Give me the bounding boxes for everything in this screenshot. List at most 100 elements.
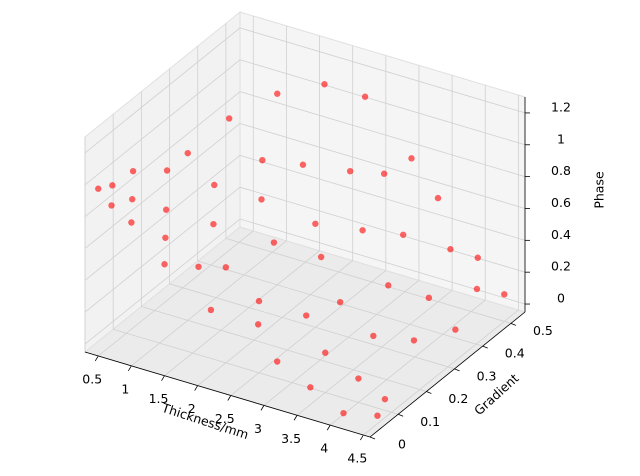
y-tick-label: 0.3: [477, 368, 497, 383]
data-point: [270, 239, 278, 246]
grid-line: [84, 218, 241, 345]
grid-line: [84, 123, 241, 249]
tick-mark: [227, 395, 232, 401]
grid-line: [329, 299, 486, 426]
data-point: [434, 194, 442, 202]
grid-line: [98, 230, 254, 357]
data-point: [184, 149, 191, 157]
data-point: [128, 219, 135, 226]
tick-mark: [161, 375, 165, 381]
data-point: [410, 337, 418, 344]
data-point: [501, 291, 508, 298]
data-point: [299, 161, 307, 168]
data-point: [211, 181, 218, 189]
tick-mark: [326, 424, 331, 431]
data-point: [474, 254, 481, 261]
data-point: [359, 227, 366, 234]
tick-mark: [194, 385, 199, 391]
data-point: [408, 155, 415, 162]
grid-line: [84, 91, 241, 217]
data-point: [312, 220, 319, 227]
grid-line: [169, 283, 455, 370]
data-point: [161, 261, 168, 268]
grid-line: [239, 59, 526, 146]
grid-line: [239, 27, 526, 114]
data-point: [307, 384, 314, 391]
data-point: [346, 167, 354, 175]
data-point: [317, 253, 325, 261]
data-point: [274, 358, 281, 365]
x-tick-label: 1.5: [149, 391, 169, 406]
grid-line: [239, 91, 526, 178]
data-point: [452, 326, 459, 333]
z-tick-label: 0.6: [551, 195, 571, 210]
tick-mark: [360, 434, 364, 441]
x-tick-label: 4: [320, 441, 328, 456]
z-tick-label: 0.2: [551, 259, 571, 274]
data-point: [370, 332, 377, 340]
z-tick-label: 0: [557, 291, 565, 306]
data-point: [207, 306, 215, 314]
x-tick-label: 1: [121, 381, 129, 396]
grid-line: [263, 280, 420, 406]
x-tick-label: 0.5: [82, 371, 102, 386]
grid-line: [363, 309, 519, 436]
z-tick-label: 0.4: [551, 227, 571, 242]
z-tick-label: 1: [557, 131, 565, 146]
x-axis-line: [84, 351, 371, 438]
x-tick-label: 2: [188, 401, 196, 416]
data-point: [259, 156, 266, 164]
y-tick-label: 0.1: [420, 414, 440, 429]
data-point: [380, 170, 388, 177]
x-tick-label: 2.5: [215, 411, 235, 426]
data-point: [109, 182, 116, 189]
z-tick-label: 1.2: [551, 99, 571, 114]
z-axis-label: Phase: [592, 171, 607, 209]
grid-line: [84, 186, 241, 313]
x-tick-label: 3: [254, 421, 262, 436]
grid-line: [84, 155, 241, 281]
tick-mark: [398, 413, 404, 417]
data-point: [210, 220, 217, 228]
grid-line: [239, 123, 526, 209]
y-axis-line: [369, 311, 526, 438]
data-point: [374, 412, 381, 419]
tick-mark: [426, 391, 432, 394]
data-point: [254, 321, 262, 328]
y-tick-label: 0: [398, 437, 406, 452]
z-tick-label: 0.8: [551, 163, 571, 178]
grid-line: [141, 306, 427, 392]
tick-mark: [94, 355, 99, 362]
grid-line: [131, 240, 287, 367]
grid-line: [84, 27, 241, 154]
data-point: [129, 167, 137, 175]
data-point: [222, 264, 230, 271]
data-point: [381, 395, 389, 403]
data-point: [129, 196, 136, 203]
tick-mark: [510, 322, 517, 326]
data-point: [108, 202, 115, 209]
data-point: [322, 349, 329, 356]
y-tick-label: 0.4: [505, 346, 525, 361]
data-point: [274, 90, 281, 97]
tick-mark: [369, 436, 376, 440]
x-axis-label: Thickness/mm: [159, 400, 251, 442]
data-point: [355, 375, 362, 382]
data-point: [162, 234, 169, 241]
tick-mark: [454, 368, 460, 372]
grid-line: [239, 154, 526, 241]
grid-line: [113, 328, 399, 415]
data-point: [258, 196, 265, 203]
data-point: [385, 282, 392, 289]
grid-line: [197, 260, 353, 386]
data-point: [95, 185, 102, 192]
tick-mark: [293, 415, 298, 421]
data-point: [303, 312, 310, 319]
data-point: [337, 298, 344, 306]
grid-line: [296, 289, 453, 416]
grid-line: [230, 270, 387, 396]
data-point: [425, 294, 433, 302]
data-point: [321, 81, 328, 88]
grid-line: [164, 250, 320, 377]
